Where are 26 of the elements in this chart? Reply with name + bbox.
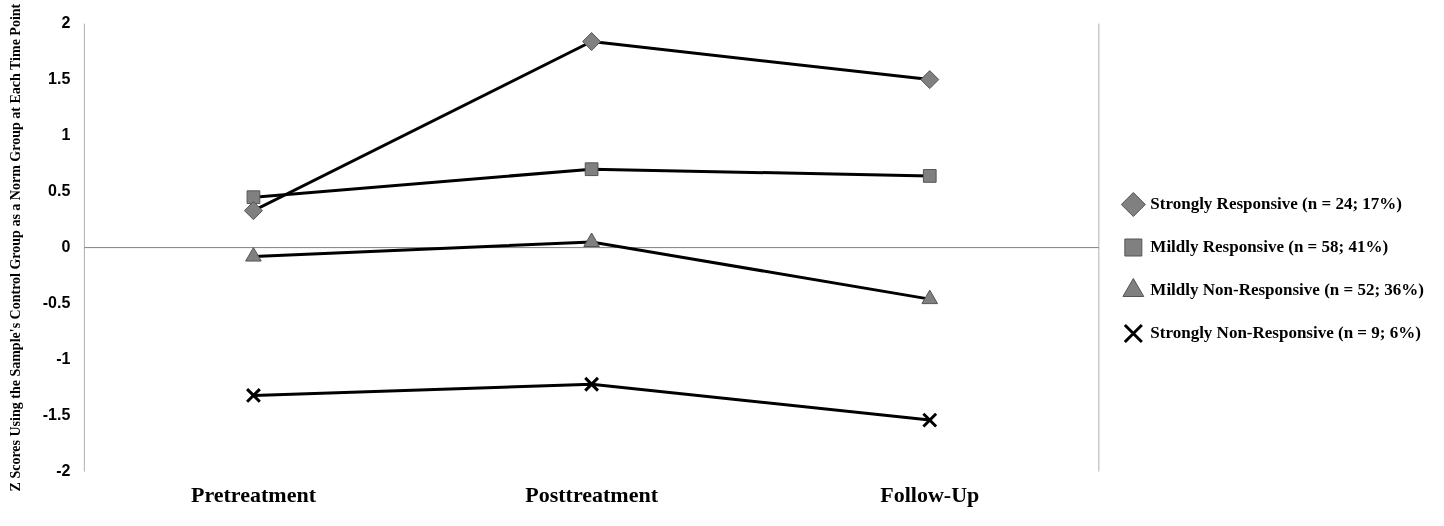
legend-label: Strongly Responsive (n = 24; 17%) xyxy=(1150,193,1402,213)
point xyxy=(584,162,599,177)
y-axis-title: Z Scores Using the Sample's Control Group as a Norm Group at Each Time Point xyxy=(8,3,24,492)
y-tick-label: -1 xyxy=(56,350,71,368)
legend-label: Mildly Responsive (n = 58; 41%) xyxy=(1150,236,1389,256)
legend-label: Strongly Non-Responsive (n = 9; 6%) xyxy=(1150,322,1421,342)
point xyxy=(920,70,940,90)
point xyxy=(922,169,937,183)
y-tick-label: -1.5 xyxy=(42,406,71,424)
point xyxy=(246,190,261,205)
x-tick-label: Posttreatment xyxy=(525,482,659,508)
x-tick-label: Pretreatment xyxy=(190,482,317,508)
y-tick-label: -2 xyxy=(56,462,71,480)
point xyxy=(582,32,602,52)
point xyxy=(245,387,262,404)
x-tick-label: Follow-Up xyxy=(880,482,980,508)
y-tick-label: 0.5 xyxy=(48,182,71,200)
point xyxy=(243,201,263,221)
point xyxy=(583,376,600,393)
point xyxy=(921,412,938,428)
y-tick-label: 0 xyxy=(61,238,71,256)
y-tick-label: 2 xyxy=(61,14,71,32)
y-tick-label: 1 xyxy=(61,126,71,144)
y-tick-label: -0.5 xyxy=(42,294,71,312)
legend-label: Mildly Non-Responsive (n = 52; 36%) xyxy=(1150,279,1424,299)
y-tick-label: 1.5 xyxy=(48,70,71,88)
